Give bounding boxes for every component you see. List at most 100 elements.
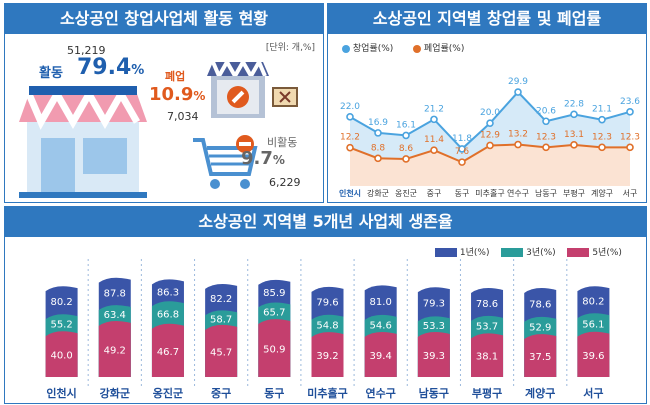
rate-panel-title: 소상공인 지역별 창업률 및 폐업률 [328,4,646,34]
bar-value-label: 78.6 [529,299,551,310]
inactive-count: 6,229 [269,176,301,189]
legend-close-label: 폐업률(%) [423,44,465,54]
bar-5y [417,332,450,377]
line-point [486,119,494,127]
bar-value-label: 55.2 [50,320,72,331]
line-point [542,143,550,152]
bar-value-label: 79.6 [316,298,338,309]
bar-5y [364,331,397,377]
line-category-label: 남동구 [535,189,557,198]
line-point [570,110,578,119]
line-point [514,88,522,96]
line-point [458,145,466,153]
line-category-label: 부평구 [563,188,585,198]
line-value-label: 11.8 [452,134,472,144]
bar-5y [45,331,78,377]
bar-category-label: 중구 [211,387,231,400]
line-point [486,141,494,150]
unit-label: [단위: 개,%] [265,43,315,53]
line-point [374,129,382,137]
active-pct: 79.4 [77,55,132,80]
line-value-label: 29.9 [508,77,528,87]
bar-value-label: 45.7 [210,347,232,358]
line-value-label: 8.8 [371,143,386,153]
legend-3y-swatch [501,248,524,257]
bar-value-label: 40.0 [50,351,72,362]
bar-category-label: 부평구 [472,386,502,400]
line-value-label: 21.1 [592,105,612,115]
bar-5y [98,320,131,377]
bar-value-label: 54.8 [316,320,338,331]
line-point [402,131,410,140]
activity-panel: 소상공인 창업사업체 활동 현황 [단위: 개,%] 51,219 활동 79.… [4,3,324,203]
bar-value-label: 52.9 [529,322,551,333]
bar-5y [577,331,610,377]
bar-value-label: 85.9 [263,288,285,299]
bar-5y [205,324,238,377]
legend-start-label: 창업률(%) [352,44,394,54]
bar-value-label: 37.5 [529,352,551,363]
line-point [346,113,354,121]
survival-panel: 소상공인 지역별 5개년 사업체 생존율 1년(%) 3년(%) 5년(%) 8… [4,206,647,404]
line-value-label: 12.3 [620,132,640,142]
line-value-label: 12.3 [592,132,612,142]
line-category-label: 계양구 [591,188,613,198]
line-value-label: 22.0 [340,102,360,112]
bar-value-label: 82.2 [210,294,232,305]
line-point [402,155,410,163]
line-value-label: 13.2 [508,130,528,140]
bar-value-label: 56.1 [582,319,604,330]
line-point [570,141,578,149]
cart-icon [193,135,258,189]
legend-5y-swatch [567,248,590,257]
line-point [430,115,438,124]
line-category-label: 연수구 [507,189,529,198]
bar-value-label: 63.4 [104,310,126,321]
bar-value-label: 54.6 [370,320,392,331]
bar-5y [471,333,504,377]
bar-value-label: 66.8 [157,309,179,320]
line-point [598,115,606,124]
line-point [374,154,382,163]
bar-category-label: 인천시 [46,386,76,400]
bar-value-label: 79.3 [423,299,445,310]
line-category-label: 동구 [455,189,470,198]
line-value-label: 23.6 [620,97,640,107]
bar-chart: 80.2 55.2 40.0 인천시 87.8 63.4 49.2 강화군 86.3 66.8 46… [45,259,610,400]
line-point [626,143,634,152]
bar-value-label: 38.1 [476,352,498,363]
bar-5y [151,323,184,377]
line-value-label: 7.6 [455,147,470,157]
line-point [598,143,606,152]
bar-value-label: 58.7 [210,315,232,326]
closed-count: 7,034 [167,110,199,123]
bar-5y [311,332,344,377]
bar-category-label: 강화군 [100,386,130,400]
bar-value-label: 39.2 [316,351,338,362]
inactive-label: 비활동 [267,136,298,149]
inactive-pct-sign: % [272,153,285,167]
bar-category-label: 미추홀구 [307,386,347,400]
bar-value-label: 39.3 [423,351,445,362]
active-label: 활동 [39,66,63,81]
line-category-label: 강화군 [367,188,389,198]
bar-value-label: 80.2 [582,297,604,308]
bar-value-label: 53.3 [423,321,445,332]
bar-value-label: 39.4 [370,351,392,362]
legend-start-marker [342,44,350,53]
line-point [458,158,466,166]
bar-category-label: 연수구 [365,386,395,400]
line-category-label: 인천시 [339,188,361,198]
line-value-label: 13.1 [564,130,584,140]
closed-label: 폐업 [165,70,186,83]
line-point [430,146,438,154]
line-value-label: 20.6 [536,106,556,116]
line-category-label: 서구 [623,189,638,198]
line-value-label: 16.9 [368,118,388,128]
bar-value-label: 87.8 [104,288,126,299]
line-point [626,108,634,116]
line-point [346,143,354,152]
line-value-label: 22.8 [564,99,584,109]
closed-shop-icon [207,58,298,118]
line-category-label: 옹진군 [395,188,417,198]
